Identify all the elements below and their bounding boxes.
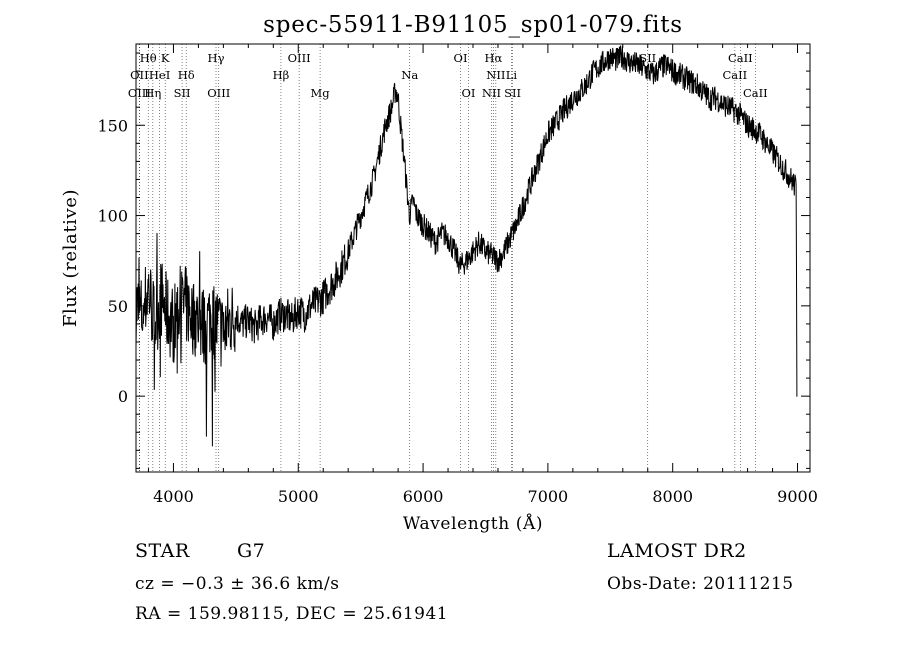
line-label-top: Hθ [140,51,157,65]
spectrum-line [135,45,798,447]
line-label-low: SII [504,86,521,100]
line-label-mid: NII [486,68,505,82]
x-tick-label: 7000 [528,487,569,506]
line-label-mid: Hδ [178,68,195,82]
x-tick-label: 9000 [777,487,818,506]
line-label-low: NII [482,86,501,100]
object-type-label: STAR [135,540,190,562]
line-label-top: OIII [288,51,311,65]
line-label-top: Hγ [208,51,225,65]
y-tick-label: 0 [118,387,128,406]
line-label-low: OI [462,86,476,100]
y-tick-label: 150 [97,116,128,135]
line-label-top: K [161,51,170,65]
line-label-mid: Hβ [273,68,290,82]
x-tick-label: 5000 [278,487,319,506]
x-tick-label: 8000 [652,487,693,506]
x-axis-label: Wavelength (Å) [403,513,543,534]
x-tick-label: 6000 [403,487,444,506]
line-label-low: Mg [311,86,331,100]
line-label-mid: Na [401,68,418,82]
redshift-label: cz = −0.3 ± 36.6 km/s [135,574,340,594]
subclass-label: G7 [237,540,266,562]
line-label-top: Hα [484,51,502,65]
line-label-low: OIII [207,86,230,100]
line-label-top: OI [454,51,468,65]
line-label-low: OIII [128,86,151,100]
coords-label: RA = 159.98115, DEC = 25.61941 [135,604,449,624]
x-tick-label: 4000 [153,487,194,506]
y-tick-label: 50 [108,297,128,316]
y-tick-label: 100 [97,207,128,226]
line-label-low: SII [174,86,191,100]
obs-date-label: Obs-Date: 20111215 [607,574,794,594]
line-label-mid: Li [506,68,518,82]
line-label-low: Hη [144,86,161,100]
line-label-top: CaII [728,51,753,65]
line-label-mid: CaII [722,68,747,82]
chart-title: spec-55911-B91105_sp01-079.fits [263,12,683,38]
line-label-mid: HeI [149,68,170,82]
y-axis-label: Flux (relative) [60,189,81,327]
line-label-low: CaII [743,86,768,100]
survey-label: LAMOST DR2 [607,540,747,562]
